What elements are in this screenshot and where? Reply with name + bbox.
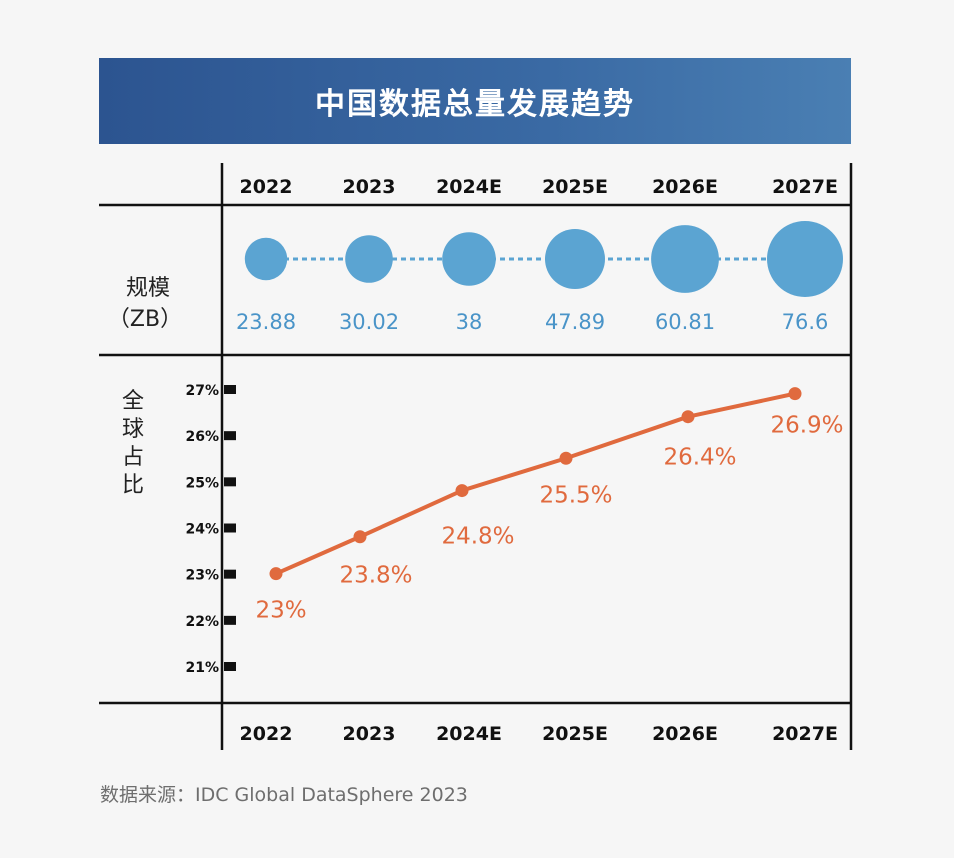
line-value-label: 23.8%: [339, 563, 412, 589]
share-line: [276, 394, 795, 574]
bubble-value-label: 76.6: [782, 310, 829, 334]
y-tick-mark: [224, 570, 236, 579]
year-label: 2022: [240, 723, 293, 745]
line-point-2026E: [682, 410, 695, 423]
bubble-2026E: [651, 225, 719, 293]
line-value-label: 24.8%: [441, 524, 514, 550]
line-point-2025E: [560, 452, 573, 465]
share-row-label-char: 占: [122, 445, 144, 470]
year-label: 2026E: [652, 176, 718, 198]
year-label: 2027E: [772, 723, 838, 745]
share-row-label-char: 比: [122, 473, 144, 498]
line-points: [270, 387, 802, 580]
year-label: 2027E: [772, 176, 838, 198]
share-row-label-char: 全: [122, 389, 144, 414]
bubble-value-label: 38: [456, 310, 483, 334]
y-tick-mark: [224, 431, 236, 440]
line-point-2022: [270, 567, 283, 580]
y-tick-label: 21%: [185, 660, 219, 676]
line-point-2027E: [789, 387, 802, 400]
bubble-2024E: [442, 232, 496, 286]
year-label: 2024E: [436, 723, 502, 745]
line-value-label: 26.9%: [770, 413, 843, 439]
line-series: [276, 394, 795, 574]
bubble-value-label: 23.88: [236, 310, 296, 334]
data-source: 数据来源：IDC Global DataSphere 2023: [100, 780, 468, 807]
year-header-bottom: 2022 2023 2024E 2025E 2026E 2027E: [240, 723, 838, 745]
bubble-2023: [345, 235, 393, 283]
bubble-2022: [245, 238, 287, 280]
y-tick-mark: [224, 616, 236, 625]
y-tick-mark: [224, 477, 236, 486]
y-tick-label: 25%: [185, 475, 219, 491]
bubble-value-label: 30.02: [339, 310, 399, 334]
year-label: 2025E: [542, 723, 608, 745]
scale-unit-label: （ZB）: [108, 307, 182, 332]
y-tick-label: 27%: [185, 383, 219, 399]
year-label: 2025E: [542, 176, 608, 198]
bubble-value-label: 60.81: [655, 310, 715, 334]
bubble-2025E: [545, 229, 605, 289]
line-point-2024E: [456, 484, 469, 497]
y-tick-mark: [224, 385, 236, 394]
y-tick-mark: [224, 524, 236, 533]
scale-row-label: 规模: [126, 276, 170, 301]
line-value-label: 25.5%: [539, 482, 612, 508]
y-tick-label: 22%: [185, 614, 219, 630]
bubble-value-label: 47.89: [545, 310, 605, 334]
y-tick-label: 23%: [185, 568, 219, 584]
year-header-top: 2022 2023 2024E 2025E 2026E 2027E: [240, 176, 838, 198]
bubble-2027E: [767, 221, 843, 297]
year-label: 2026E: [652, 723, 718, 745]
bubble-value-labels: 23.88 30.02 38 47.89 60.81 76.6: [236, 310, 828, 334]
line-value-label: 26.4%: [663, 445, 736, 471]
y-tick-label: 26%: [185, 429, 219, 445]
year-label: 2023: [343, 723, 396, 745]
line-value-labels: 23% 23.8% 24.8% 25.5% 26.4% 26.9%: [255, 413, 843, 624]
year-label: 2024E: [436, 176, 502, 198]
chart-area: 规模 （ZB） 全球占比 2022 2023 2024E 2025E 2026E 2027…: [0, 0, 954, 858]
year-label: 2022: [240, 176, 293, 198]
line-point-2023: [354, 530, 367, 543]
year-label: 2023: [343, 176, 396, 198]
share-row-label-char: 球: [122, 417, 144, 442]
line-value-label: 23%: [255, 598, 306, 624]
y-axis-ticks: 27% 26% 25% 24% 23% 22% 21%: [185, 383, 236, 676]
y-tick-label: 24%: [185, 522, 219, 538]
y-tick-mark: [224, 662, 236, 671]
